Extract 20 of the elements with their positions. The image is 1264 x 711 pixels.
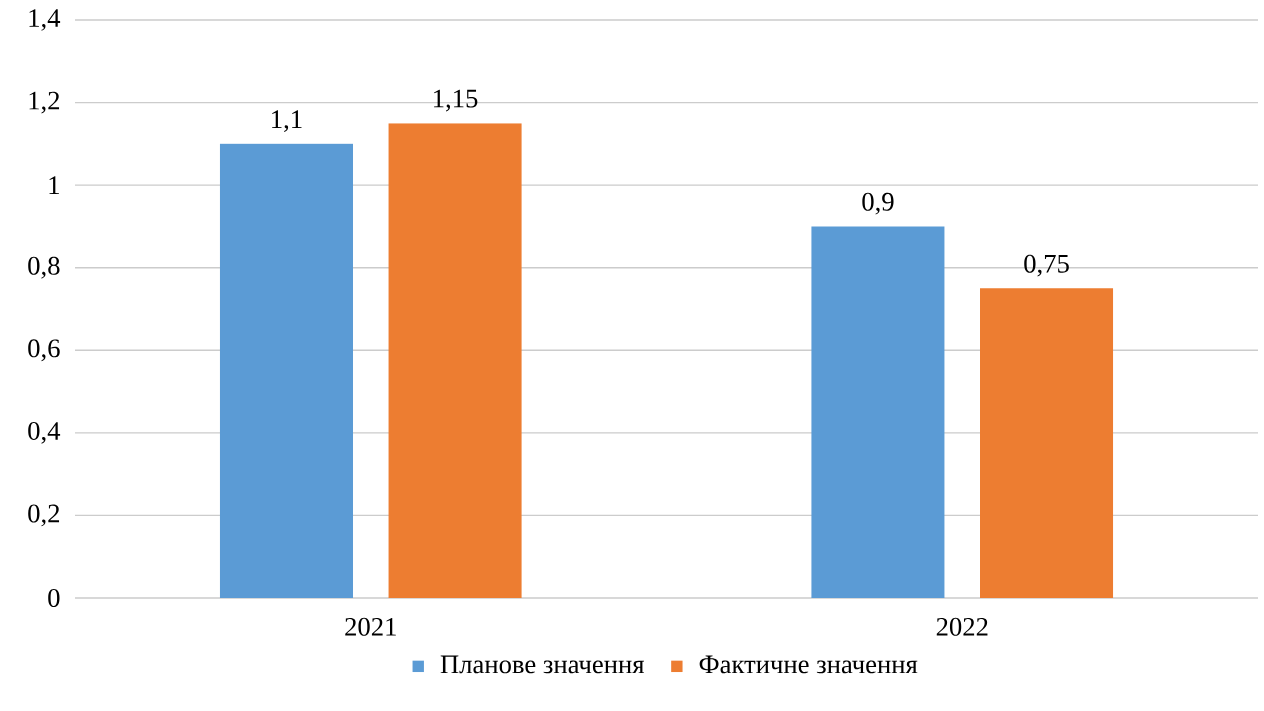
y-tick-label: 0,8 — [28, 256, 60, 279]
bar — [219, 143, 354, 598]
data-label: 1,15 — [434, 89, 478, 112]
y-tick-label: 0,4 — [28, 421, 61, 444]
legend-label: Фактичне значення — [699, 655, 918, 674]
bar — [388, 123, 522, 598]
bar — [980, 288, 1114, 598]
y-tick-label: 0,6 — [28, 339, 60, 362]
y-tick-label: 0 — [48, 589, 60, 607]
bar — [811, 226, 945, 598]
y-tick-label: 1,2 — [29, 91, 60, 114]
legend-label: Планове значення — [440, 655, 645, 674]
data-label: 0,9 — [862, 192, 894, 215]
data-label: 1,1 — [272, 110, 302, 133]
y-tick-label: 1 — [49, 176, 59, 194]
x-tick-label: 2022 — [936, 617, 988, 636]
data-label: 0,75 — [1024, 254, 1069, 277]
x-tick-label: 2021 — [345, 617, 396, 636]
y-tick-label: 1,4 — [29, 9, 61, 31]
y-tick-label: 0,2 — [28, 504, 60, 527]
